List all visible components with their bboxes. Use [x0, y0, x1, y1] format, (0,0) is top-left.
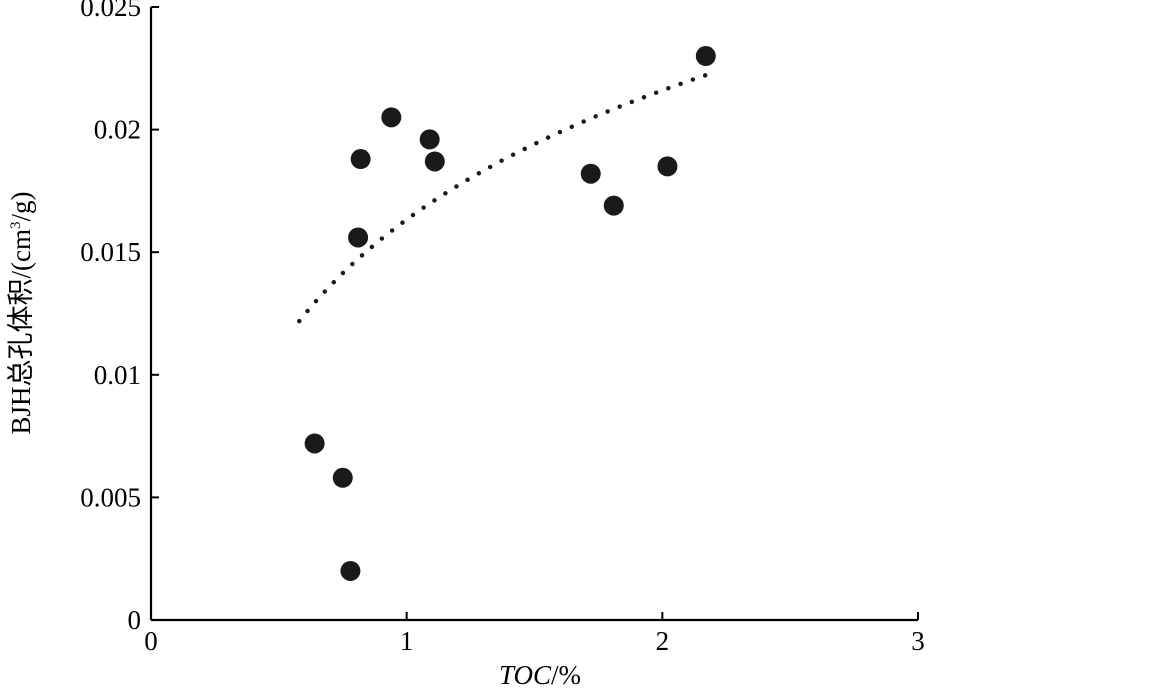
- data-point: [340, 560, 361, 581]
- data-point: [348, 227, 369, 248]
- x-tick-label: 0: [144, 626, 158, 656]
- data-point: [304, 433, 325, 454]
- data-point: [424, 151, 445, 172]
- x-tick-label: 1: [400, 626, 414, 656]
- trendline-path: [297, 72, 709, 324]
- x-tick-label: 3: [911, 626, 925, 656]
- x-axis-title-italic: TOC: [499, 660, 552, 690]
- data-point: [603, 195, 624, 216]
- data-point: [332, 467, 353, 488]
- data-point: [695, 46, 716, 67]
- data-point: [419, 129, 440, 150]
- data-point: [580, 163, 601, 184]
- y-tick-label: 0.015: [80, 237, 141, 267]
- data-point: [350, 149, 371, 170]
- data-points: [304, 46, 716, 581]
- y-axis-title: BJH总孔体积/(cm3/g): [6, 192, 36, 435]
- data-point: [657, 156, 678, 177]
- x-axis-title-unit: /%: [551, 660, 581, 690]
- y-tick-label: 0.025: [80, 0, 141, 22]
- trendline: [297, 72, 709, 324]
- y-axis-title-superscript: 3: [8, 222, 24, 230]
- data-point: [381, 107, 402, 128]
- y-tick-label: 0.02: [94, 115, 141, 145]
- x-ticks: 0 1 2 3: [144, 612, 925, 656]
- y-ticks: 0 0.005 0.01 0.015 0.02 0.025: [80, 0, 159, 635]
- x-tick-label: 2: [656, 626, 670, 656]
- y-tick-label: 0: [128, 605, 142, 635]
- axes: [149, 7, 918, 622]
- y-axis-title-tail: /g): [6, 192, 36, 222]
- x-axis-title: TOC/%: [499, 660, 581, 690]
- y-tick-label: 0.005: [80, 482, 141, 512]
- y-axis-title-main: BJH总孔体积/(cm: [6, 229, 36, 435]
- y-tick-label: 0.01: [94, 360, 141, 390]
